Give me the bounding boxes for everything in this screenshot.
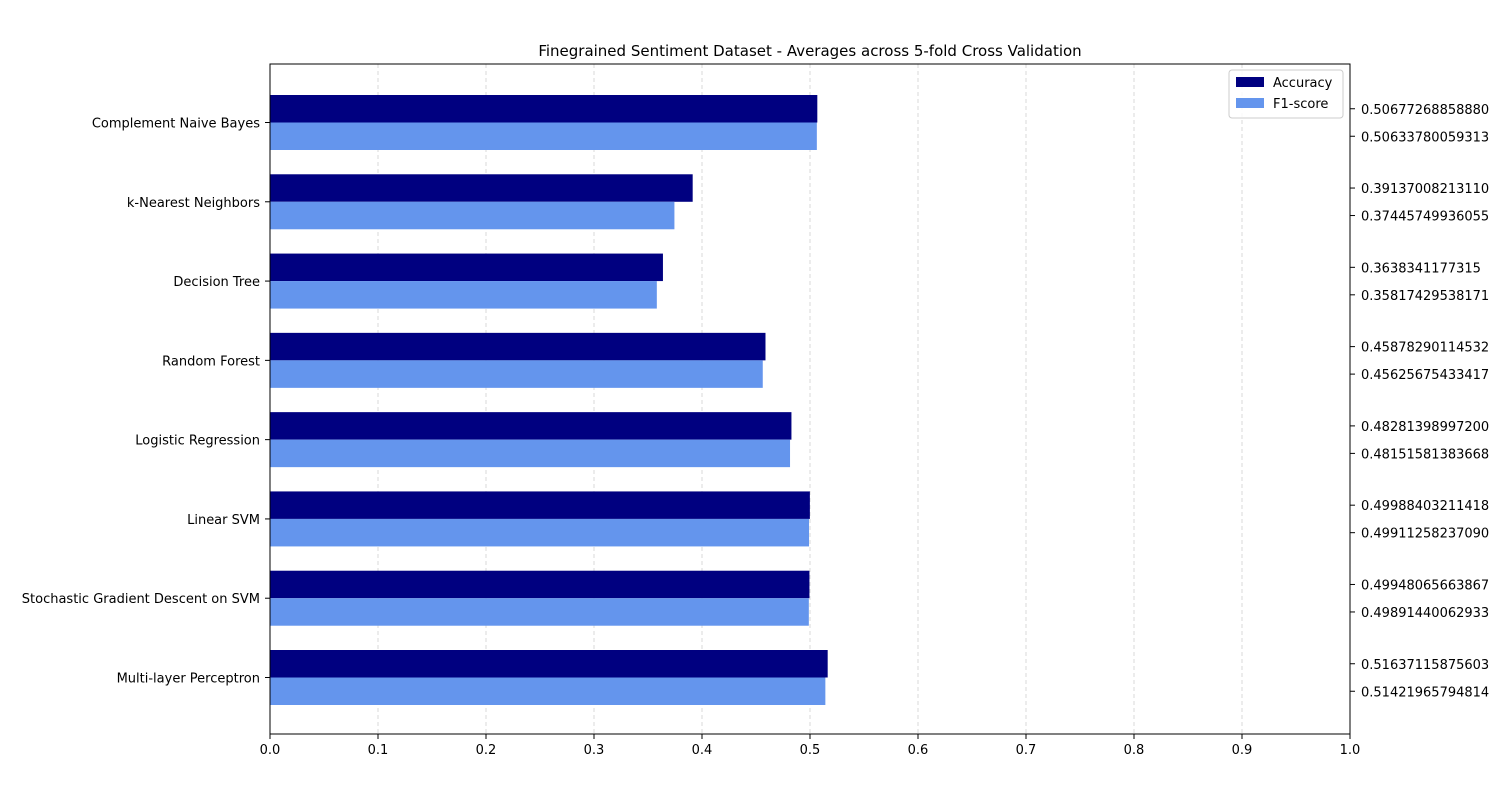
value-label: 0.39137008213110 [1361,182,1489,197]
category-label: k-Nearest Neighbors [127,196,260,211]
value-label: 0.45625675433417 [1361,368,1489,383]
value-label: 0.35817429538171 [1361,289,1489,304]
value-label: 0.48151581383668 [1361,447,1489,462]
bar-f1-score [270,518,810,547]
value-label: 0.48281398997200 [1361,420,1489,435]
bar-accuracy [270,95,818,123]
category-label: Logistic Regression [135,434,260,449]
value-label: 0.50677268858880 [1361,103,1489,118]
bar-accuracy [270,570,810,599]
bar-f1-score [270,598,809,626]
x-tick-label: 0.0 [260,743,281,758]
legend-swatch-f1-score [1236,98,1264,108]
bar-accuracy [270,412,792,440]
value-label: 0.49891440062933 [1361,606,1489,621]
x-tick-label: 1.0 [1340,743,1361,758]
value-label: 0.49911258237090 [1361,527,1489,542]
bar-f1-score [270,360,763,388]
x-tick-label: 0.7 [1016,743,1037,758]
value-label: 0.51637115875603 [1361,658,1489,673]
bar-f1-score [270,201,675,230]
legend: Accuracy F1-score [1228,69,1344,119]
bar-f1-score [270,677,826,705]
legend-label: Accuracy [1273,76,1333,91]
bar-accuracy [270,253,663,282]
x-tick-label: 0.6 [908,743,929,758]
bar-f1-score [270,281,657,309]
x-tick-label: 0.5 [800,743,821,758]
value-label: 0.45878290114532 [1361,341,1489,356]
y-axis: Complement Naive Bayes k-Nearest Neighbor… [22,117,270,687]
bar-accuracy [270,650,828,678]
chart-title: Finegrained Sentiment Dataset - Averages… [538,42,1081,60]
bar-accuracy [270,332,766,361]
bar-f1-score [270,122,817,150]
value-label: 0.37445749936055 [1361,210,1489,225]
bar-f1-score [270,439,791,468]
x-tick-label: 0.1 [368,743,389,758]
x-tick-label: 0.9 [1232,743,1253,758]
value-label: 0.49948065663867 [1361,578,1489,593]
x-tick-label: 0.2 [476,743,497,758]
value-label: 0.3638341177315 [1361,261,1481,276]
value-label: 0.50633780059313 [1361,130,1489,145]
category-label: Stochastic Gradient Descent on SVM [22,592,260,607]
bar-accuracy [270,491,810,519]
category-label: Decision Tree [173,275,260,290]
x-tick-label: 0.3 [584,743,605,758]
category-label: Complement Naive Bayes [92,117,260,132]
x-tick-label: 0.4 [692,743,713,758]
grid-lines [377,64,1243,734]
x-tick-label: 0.8 [1124,743,1145,758]
category-label: Linear SVM [187,513,260,528]
x-axis: 0.0 0.1 0.2 0.3 0.4 0.5 0.6 0.7 0.8 0.9 1.0 [260,734,1361,758]
category-label: Random Forest [162,354,260,369]
legend-label: F1-score [1273,97,1328,112]
bar-accuracy [270,174,693,202]
category-label: Multi-layer Perceptron [117,672,260,687]
legend-swatch-accuracy [1236,77,1264,87]
value-label: 0.51421965794814 [1361,685,1489,700]
value-labels: 0.50677268858880 0.50633780059313 0.391370… [1350,103,1489,700]
bars [270,95,828,705]
value-label: 0.49988403211418 [1361,499,1489,514]
